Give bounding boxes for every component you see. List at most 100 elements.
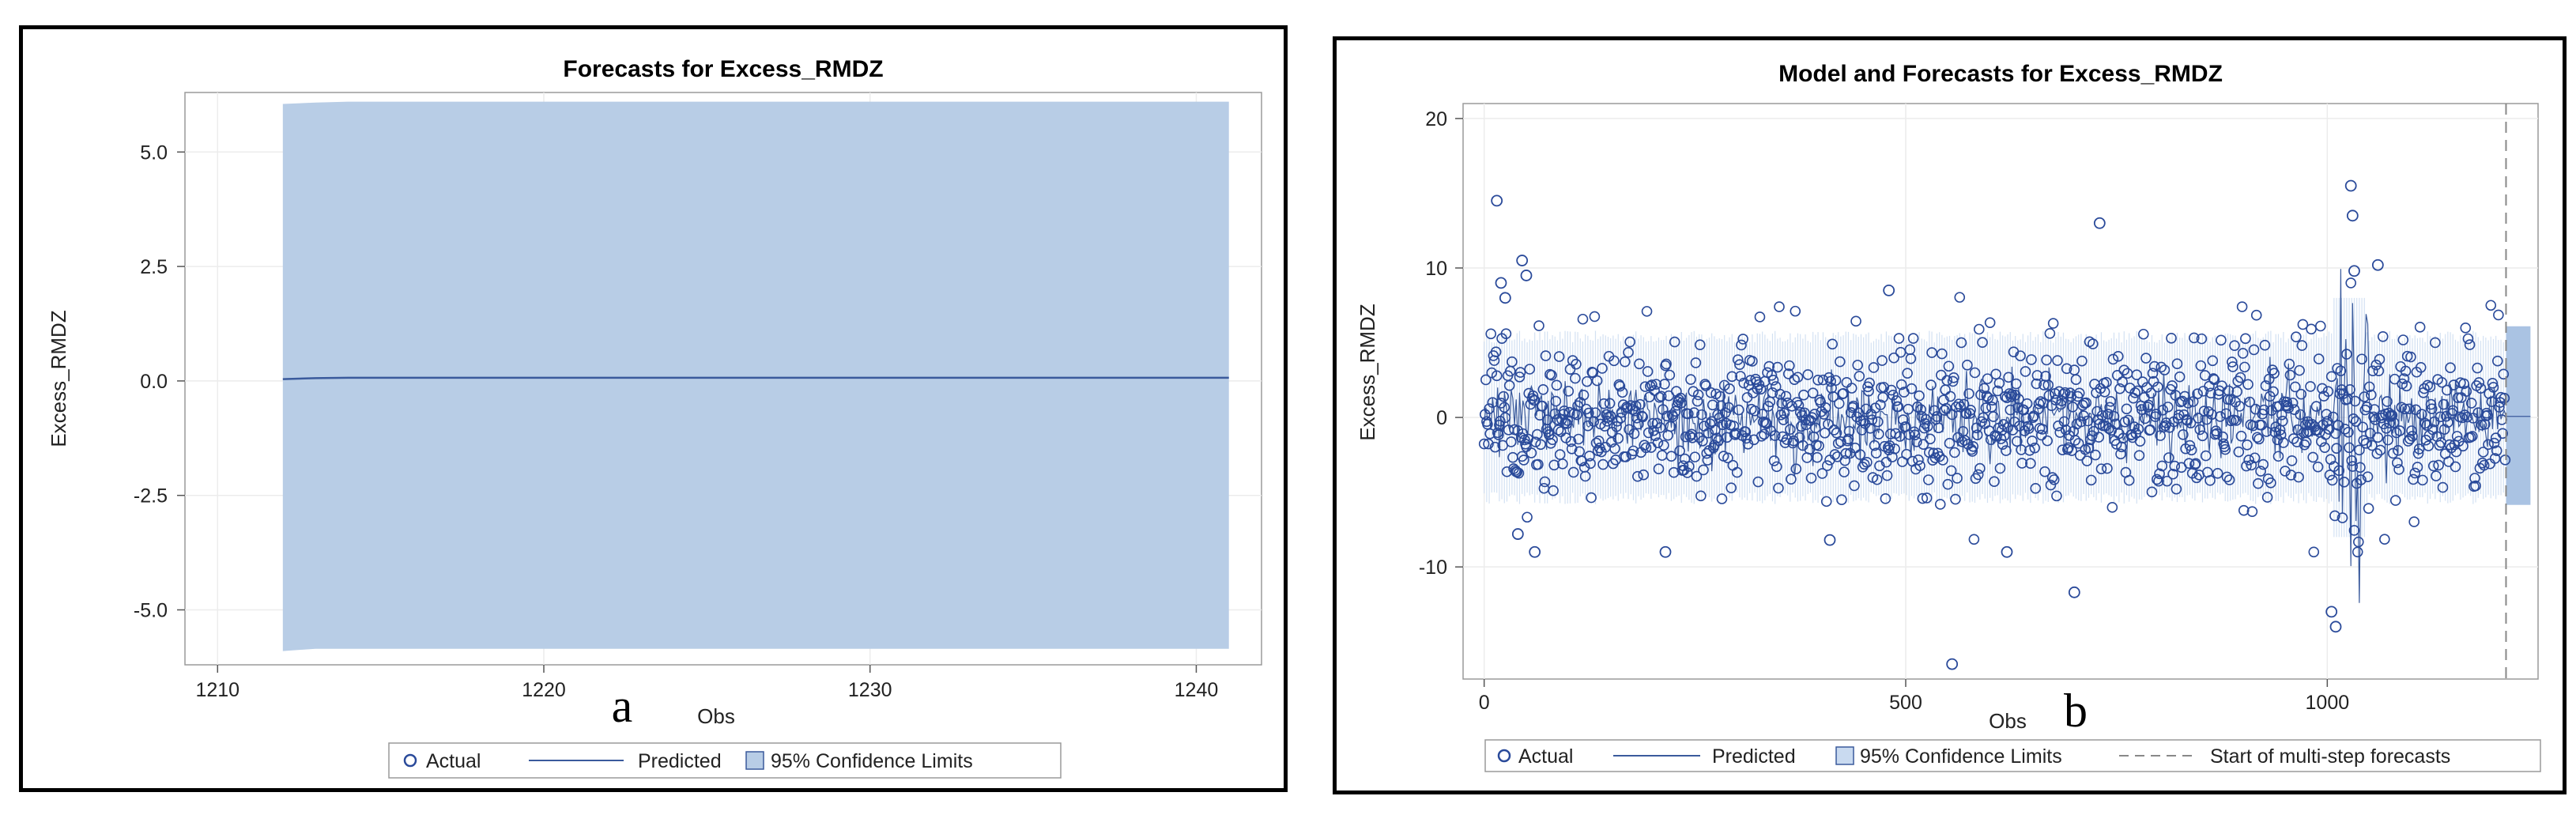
actual-point — [1880, 493, 1891, 504]
actual-point — [1758, 428, 1770, 440]
actual-point — [2207, 355, 2219, 367]
y-tick-label: -10 — [1419, 557, 1447, 579]
actual-point — [2020, 413, 2032, 424]
actual-point — [2090, 449, 2101, 461]
actual-point — [2155, 361, 2167, 373]
actual-point — [1937, 455, 1948, 466]
actual-point — [2011, 436, 2023, 447]
actual-point — [1806, 412, 1818, 423]
actual-point — [2143, 399, 2154, 411]
actual-point — [1614, 380, 1626, 392]
actual-point — [1842, 433, 1854, 445]
actual-point — [2133, 423, 2144, 435]
actual-point — [2492, 355, 2503, 367]
actual-point — [1732, 354, 1744, 365]
actual-point — [1922, 421, 1933, 432]
actual-point — [1548, 459, 1560, 471]
actual-point — [1598, 398, 1609, 409]
actual-point — [2306, 323, 2317, 335]
actual-point — [2423, 440, 2435, 451]
actual-point — [1485, 328, 1496, 340]
actual-point — [1805, 472, 1817, 484]
actual-point — [1925, 379, 1937, 391]
actual-point — [2216, 334, 2227, 346]
actual-point — [2461, 411, 2473, 423]
actual-point — [2029, 442, 2041, 454]
actual-point — [1581, 375, 1593, 387]
actual-point — [2499, 455, 2511, 466]
legend-band-label: 95% Confidence Limits — [1860, 745, 2062, 768]
actual-point — [2277, 415, 2288, 427]
actual-point — [2451, 431, 2463, 442]
actual-point — [2472, 362, 2483, 374]
actual-point — [1911, 436, 1922, 447]
actual-point — [2244, 396, 2255, 408]
actual-point — [2442, 417, 2453, 428]
actual-point — [2393, 464, 2404, 475]
actual-point — [2371, 258, 2384, 271]
actual-point — [2093, 432, 2105, 443]
actual-point — [2087, 338, 2099, 349]
actual-point — [1843, 425, 1855, 437]
actual-point — [1583, 407, 1594, 419]
actual-point — [2255, 466, 2266, 477]
actual-point — [2475, 383, 2487, 394]
actual-point — [1831, 427, 1842, 439]
actual-point — [1943, 360, 1955, 372]
actual-point — [2096, 409, 2108, 421]
actual-point — [1589, 311, 1601, 323]
actual-point — [1499, 292, 1511, 304]
actual-point — [2106, 502, 2118, 513]
actual-point — [1935, 369, 1947, 381]
actual-point — [1698, 464, 1709, 476]
actual-point — [1726, 482, 1737, 493]
actual-point — [1888, 390, 1899, 401]
actual-point — [1567, 466, 1579, 478]
actual-point — [1578, 390, 1590, 401]
actual-point — [2358, 435, 2369, 447]
actual-point — [2112, 351, 2124, 362]
actual-point — [1792, 372, 1804, 383]
actual-point — [2426, 403, 2438, 414]
actual-point — [1990, 368, 2001, 380]
actual-point — [1705, 387, 1717, 398]
actual-point — [2407, 430, 2418, 442]
actual-point — [1906, 383, 1918, 394]
actual-point — [2348, 525, 2360, 536]
actual-point — [2083, 442, 2095, 454]
actual-point — [1681, 467, 1693, 478]
actual-point — [1827, 338, 1839, 350]
actual-point — [1716, 493, 1728, 504]
actual-point — [2413, 443, 2425, 455]
actual-point — [2450, 461, 2461, 473]
actual-point — [1654, 422, 1666, 433]
actual-point — [2156, 460, 2168, 472]
actual-point — [2450, 446, 2462, 458]
actual-point — [2331, 443, 2342, 454]
actual-point — [2161, 475, 2173, 487]
actual-point — [1982, 373, 1993, 384]
actual-point — [2419, 383, 2430, 394]
actual-point — [1640, 442, 1652, 454]
actual-point — [1940, 402, 1952, 414]
actual-point — [1650, 430, 1661, 441]
actual-point — [1489, 441, 1501, 453]
actual-point — [2194, 424, 2206, 436]
actual-point — [2058, 416, 2070, 428]
actual-point — [1950, 493, 1961, 505]
actual-point — [1484, 403, 1495, 414]
x-axis-label: Obs — [1989, 709, 2027, 733]
actual-point — [2171, 483, 2182, 495]
actual-point — [2487, 382, 2499, 393]
actual-point — [1513, 467, 1525, 479]
panel-label: a — [612, 680, 633, 732]
actual-point — [1571, 358, 1582, 370]
actual-point — [2461, 386, 2472, 397]
actual-point — [1865, 423, 1876, 434]
actual-point — [1835, 436, 1846, 447]
actual-point — [2487, 378, 2499, 389]
actual-point — [2166, 333, 2177, 344]
actual-point — [2366, 389, 2377, 401]
actual-point — [2148, 360, 2160, 372]
actual-point — [2427, 460, 2439, 472]
